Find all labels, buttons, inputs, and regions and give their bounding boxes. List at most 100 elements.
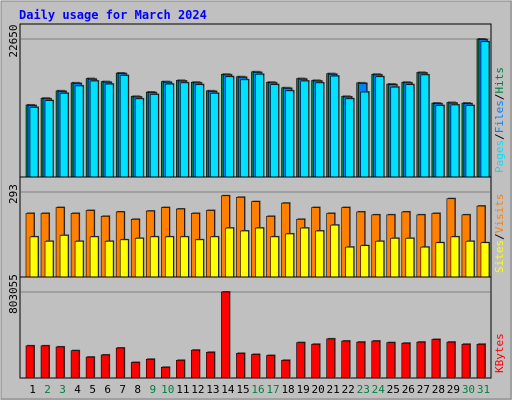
bar-kbytes-day-26 xyxy=(401,342,411,379)
bar-kbytes-day-7 xyxy=(115,347,125,379)
bar-pages-day-20 xyxy=(315,82,324,179)
x-tick-label-day-7: 7 xyxy=(119,383,126,396)
x-tick-label-day-16: 16 xyxy=(251,383,264,396)
bar-sites-day-2 xyxy=(44,241,54,279)
x-tick-label-day-8: 8 xyxy=(134,383,141,396)
bar-sites-day-8 xyxy=(134,238,144,279)
legend-files: Files xyxy=(493,100,506,133)
bar-pages-day-14 xyxy=(225,76,234,179)
bar-kbytes-day-11 xyxy=(176,360,185,379)
bar-pages-day-29 xyxy=(450,104,460,179)
bar-kbytes-day-6 xyxy=(100,354,110,379)
bar-pages-day-22 xyxy=(345,98,354,179)
x-tick-label-day-15: 15 xyxy=(236,383,249,396)
bar-sites-day-18 xyxy=(285,233,294,279)
bar-kbytes-day-5 xyxy=(85,356,95,379)
x-tick-label-day-20: 20 xyxy=(312,383,325,396)
bar-pages-day-4 xyxy=(74,85,84,179)
bar-kbytes-day-16 xyxy=(251,354,260,379)
bar-sites-day-7 xyxy=(119,239,129,279)
bar-kbytes-day-30 xyxy=(461,343,471,379)
x-tick-label-day-9: 9 xyxy=(149,383,156,396)
bar-pages-day-3 xyxy=(59,93,69,179)
legend-separator: / xyxy=(493,233,506,240)
bar-kbytes-day-21 xyxy=(326,338,335,379)
x-tick-label-day-24: 24 xyxy=(372,383,386,396)
x-tick-label-day-19: 19 xyxy=(296,383,309,396)
x-tick-label-day-17: 17 xyxy=(266,383,279,396)
bar-sites-day-10 xyxy=(164,236,174,279)
bar-pages-day-19 xyxy=(300,80,309,179)
x-tick-label-day-22: 22 xyxy=(342,383,355,396)
bar-pages-day-31 xyxy=(480,41,490,179)
bar-pages-day-6 xyxy=(104,83,114,179)
panel-hits_files_pages: 22650 Pages/Files/Hits xyxy=(7,23,506,179)
legend-visits: Visits xyxy=(493,194,506,234)
x-tick-label-day-4: 4 xyxy=(74,383,81,396)
bar-sites-day-16 xyxy=(255,227,264,279)
bar-sites-day-19 xyxy=(300,227,309,279)
bar-kbytes-day-9 xyxy=(145,358,155,379)
legend-kbytes: KBytes xyxy=(493,333,506,373)
bar-pages-day-25 xyxy=(390,86,400,179)
bar-pages-day-15 xyxy=(240,79,249,179)
bar-kbytes-day-12 xyxy=(191,349,200,379)
x-tick-label-day-27: 27 xyxy=(417,383,430,396)
bar-pages-day-23 xyxy=(360,91,370,179)
bar-pages-day-24 xyxy=(375,76,385,179)
bar-pages-day-16 xyxy=(255,73,264,179)
x-tick-label-day-30: 30 xyxy=(462,383,475,396)
bar-pages-day-13 xyxy=(210,93,219,179)
bar-sites-day-30 xyxy=(465,241,475,279)
bar-sites-day-21 xyxy=(330,224,339,279)
panel-legend: Pages/Files/Hits xyxy=(493,67,506,173)
bar-sites-day-14 xyxy=(225,227,234,279)
bar-kbytes-day-27 xyxy=(416,341,426,379)
x-tick-label-day-3: 3 xyxy=(59,383,66,396)
y-max-label: 22650 xyxy=(7,24,20,57)
bar-kbytes-day-3 xyxy=(55,346,65,379)
legend-pages: Pages xyxy=(493,140,506,173)
bar-pages-day-27 xyxy=(420,74,430,179)
bar-sites-day-12 xyxy=(195,239,204,279)
bar-sites-day-31 xyxy=(480,242,490,279)
bar-kbytes-day-28 xyxy=(431,339,441,379)
bar-pages-day-28 xyxy=(435,105,445,179)
bar-sites-day-24 xyxy=(375,241,385,279)
x-tick-label-day-11: 11 xyxy=(176,383,189,396)
bar-sites-day-4 xyxy=(74,241,84,279)
bar-sites-day-13 xyxy=(210,236,219,279)
bar-kbytes-day-31 xyxy=(476,343,486,379)
bar-pages-day-11 xyxy=(180,82,189,179)
bar-pages-day-10 xyxy=(164,83,174,179)
bar-pages-day-9 xyxy=(149,94,159,179)
bar-sites-day-28 xyxy=(435,242,445,279)
x-tick-label-day-14: 14 xyxy=(221,383,235,396)
x-tick-label-day-25: 25 xyxy=(387,383,400,396)
x-tick-label-day-10: 10 xyxy=(161,383,174,396)
bar-sites-day-6 xyxy=(104,241,114,279)
bar-sites-day-22 xyxy=(345,246,354,279)
x-tick-label-day-1: 1 xyxy=(29,383,36,396)
bar-pages-day-21 xyxy=(330,75,339,179)
panel-legend: Sites/Visits xyxy=(493,194,506,274)
bar-kbytes-day-2 xyxy=(40,345,50,379)
bar-pages-day-5 xyxy=(89,80,99,179)
bar-pages-day-26 xyxy=(405,84,415,179)
chart-panels: 22650Pages/Files/Hits293Sites/Visits8030… xyxy=(7,23,506,379)
bar-sites-day-20 xyxy=(315,230,324,279)
x-axis-labels: 1 2 3 4 5 6 7 8 9 10 11 12 13 14 15 16 17 18 19 20 21 22 23 24 2… xyxy=(29,383,490,396)
bar-sites-day-26 xyxy=(405,238,415,279)
bar-sites-day-9 xyxy=(149,236,159,279)
bar-kbytes-day-25 xyxy=(386,342,396,379)
bar-kbytes-day-15 xyxy=(236,353,245,379)
bar-kbytes-day-19 xyxy=(296,342,305,379)
bar-kbytes-day-14 xyxy=(221,291,230,379)
bar-pages-day-12 xyxy=(195,84,204,179)
bar-pages-day-8 xyxy=(134,98,144,179)
bar-kbytes-day-24 xyxy=(371,340,381,379)
bar-kbytes-day-22 xyxy=(341,340,350,379)
